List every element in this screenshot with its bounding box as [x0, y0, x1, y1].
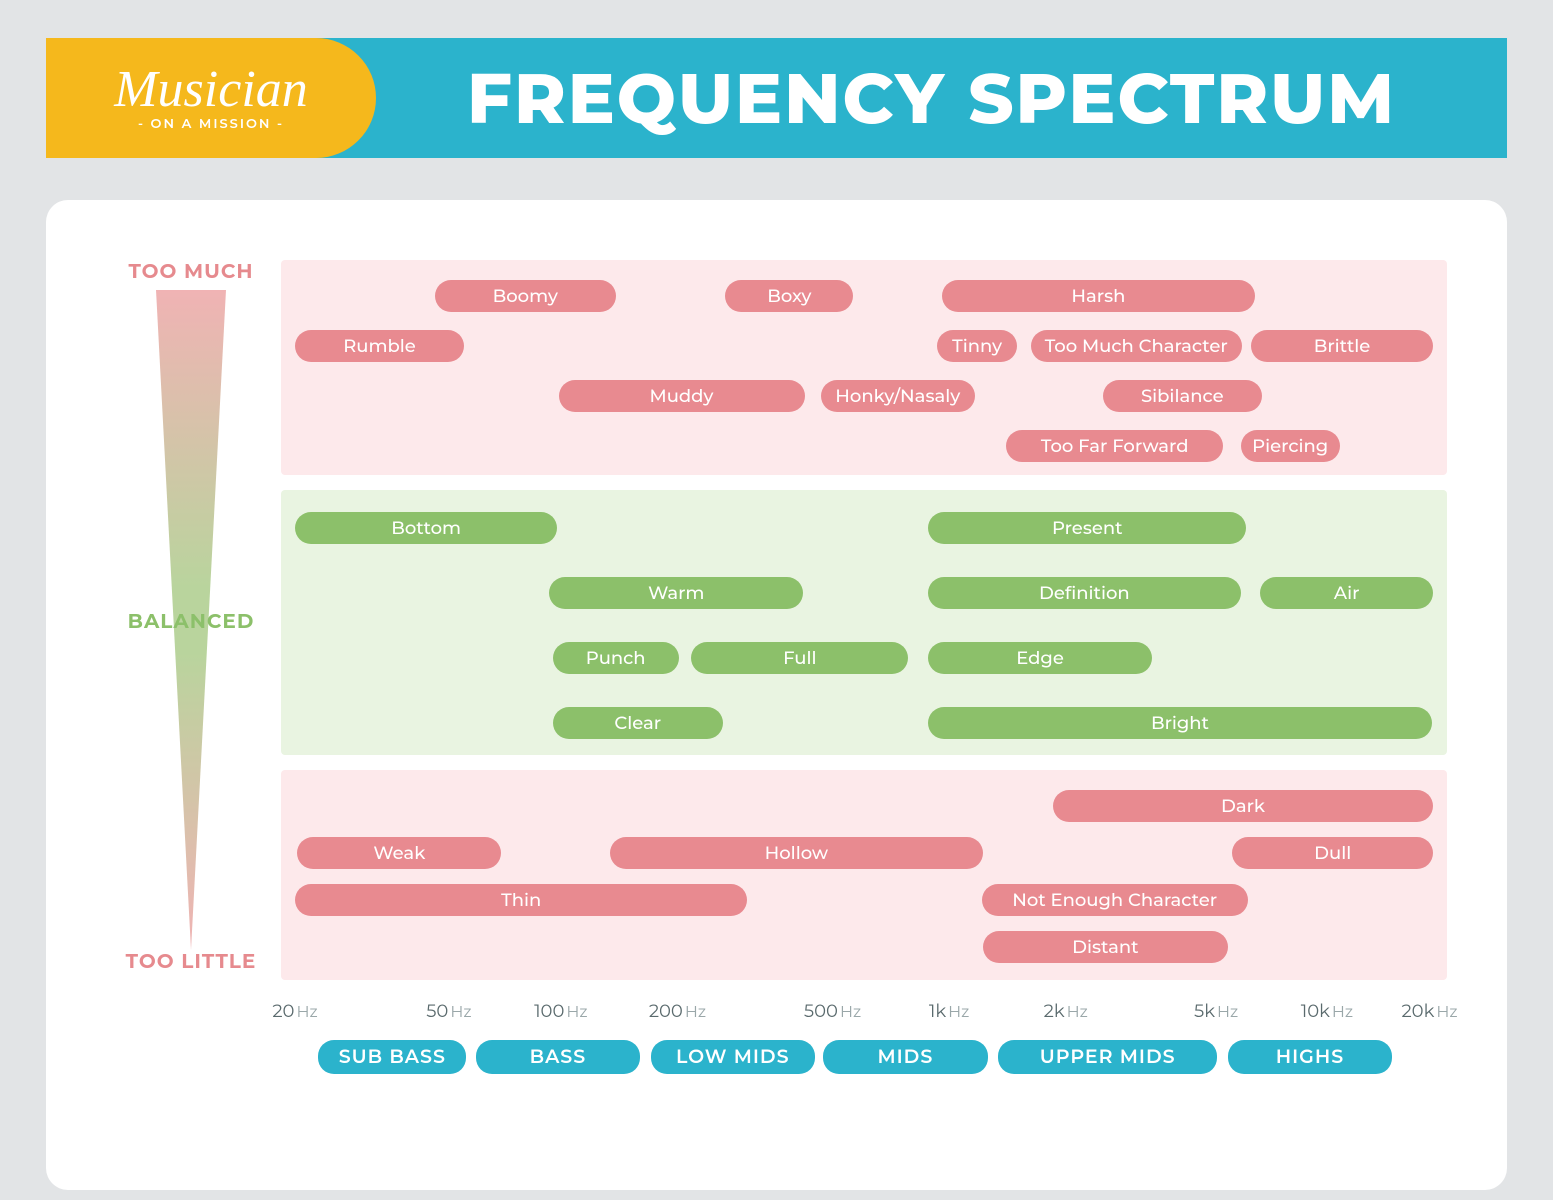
- freq-pill: Sibilance: [1103, 380, 1262, 412]
- freq-pill: Dull: [1232, 837, 1433, 869]
- axis-tick: 10kHz: [1301, 1000, 1353, 1022]
- freq-pill: Distant: [983, 931, 1228, 963]
- frequency-axis: 20Hz50Hz100Hz200Hz500Hz1kHz2kHz5kHz10kHz…: [281, 1000, 1447, 1030]
- axis-tick: 5kHz: [1194, 1000, 1238, 1022]
- freq-pill: Definition: [928, 577, 1240, 609]
- frequency-chart: Boomy Boxy Harsh Rumble Tinny Too Much Charac…: [281, 260, 1447, 980]
- logo-badge: Musician - ON A MISSION -: [46, 38, 376, 158]
- freq-pill: Muddy: [559, 380, 805, 412]
- freq-pill: Dark: [1053, 790, 1433, 822]
- freq-pill: Thin: [295, 884, 747, 916]
- freq-pill: Present: [928, 512, 1246, 544]
- logo-tagline: - ON A MISSION -: [138, 116, 284, 132]
- axis-tick: 1kHz: [929, 1000, 969, 1022]
- logo-script: Musician: [114, 64, 308, 116]
- band-pill: LOW MIDS: [651, 1040, 815, 1074]
- freq-pill: Warm: [549, 577, 803, 609]
- freq-pill: Bottom: [295, 512, 557, 544]
- freq-pill: Harsh: [942, 280, 1254, 312]
- freq-pill: Weak: [297, 837, 501, 869]
- freq-pill: Full: [691, 642, 908, 674]
- freq-pill: Too Much Character: [1031, 330, 1242, 362]
- scale-balanced: BALANCED: [116, 610, 266, 634]
- freq-pill: Air: [1260, 577, 1433, 609]
- band-pill: MIDS: [823, 1040, 987, 1074]
- axis-tick: 100Hz: [534, 1000, 588, 1022]
- freq-pill: Brittle: [1251, 330, 1433, 362]
- freq-pill: Boomy: [435, 280, 616, 312]
- freq-pill: Boxy: [725, 280, 853, 312]
- axis-tick: 20kHz: [1401, 1000, 1457, 1022]
- page-title: FREQUENCY SPECTRUM: [356, 55, 1507, 141]
- axis-tick: 200Hz: [649, 1000, 706, 1022]
- band-pill: SUB BASS: [318, 1040, 466, 1074]
- freq-pill: Bright: [928, 707, 1432, 739]
- freq-pill: Hollow: [610, 837, 983, 869]
- freq-pill: Honky/Nasaly: [821, 380, 975, 412]
- freq-pill: Not Enough Character: [982, 884, 1248, 916]
- axis-tick: 500Hz: [804, 1000, 861, 1022]
- axis-tick: 20Hz: [272, 1000, 317, 1022]
- vertical-scale: TOO MUCH BALANCED TOO LITTLE: [116, 260, 266, 284]
- freq-pill: Too Far Forward: [1006, 430, 1223, 462]
- scale-too-much: TOO MUCH: [116, 260, 266, 284]
- freq-pill: Edge: [928, 642, 1152, 674]
- freq-pill: Clear: [553, 707, 723, 739]
- band-pill: UPPER MIDS: [998, 1040, 1217, 1074]
- freq-pill: Rumble: [295, 330, 464, 362]
- header-banner: Musician - ON A MISSION - FREQUENCY SPEC…: [46, 38, 1507, 158]
- axis-tick: 50Hz: [426, 1000, 471, 1022]
- freq-pill: Tinny: [937, 330, 1016, 362]
- frequency-bands: SUB BASS BASS LOW MIDSMIDS UPPER MIDS HIGHS: [281, 1040, 1447, 1080]
- scale-too-little: TOO LITTLE: [116, 950, 266, 974]
- band-pill: HIGHS: [1228, 1040, 1392, 1074]
- band-pill: BASS: [476, 1040, 640, 1074]
- freq-pill: Piercing: [1241, 430, 1340, 462]
- freq-pill: Punch: [553, 642, 679, 674]
- chart-card: TOO MUCH BALANCED TOO LITTLE B: [46, 200, 1507, 1190]
- axis-tick: 2kHz: [1044, 1000, 1088, 1022]
